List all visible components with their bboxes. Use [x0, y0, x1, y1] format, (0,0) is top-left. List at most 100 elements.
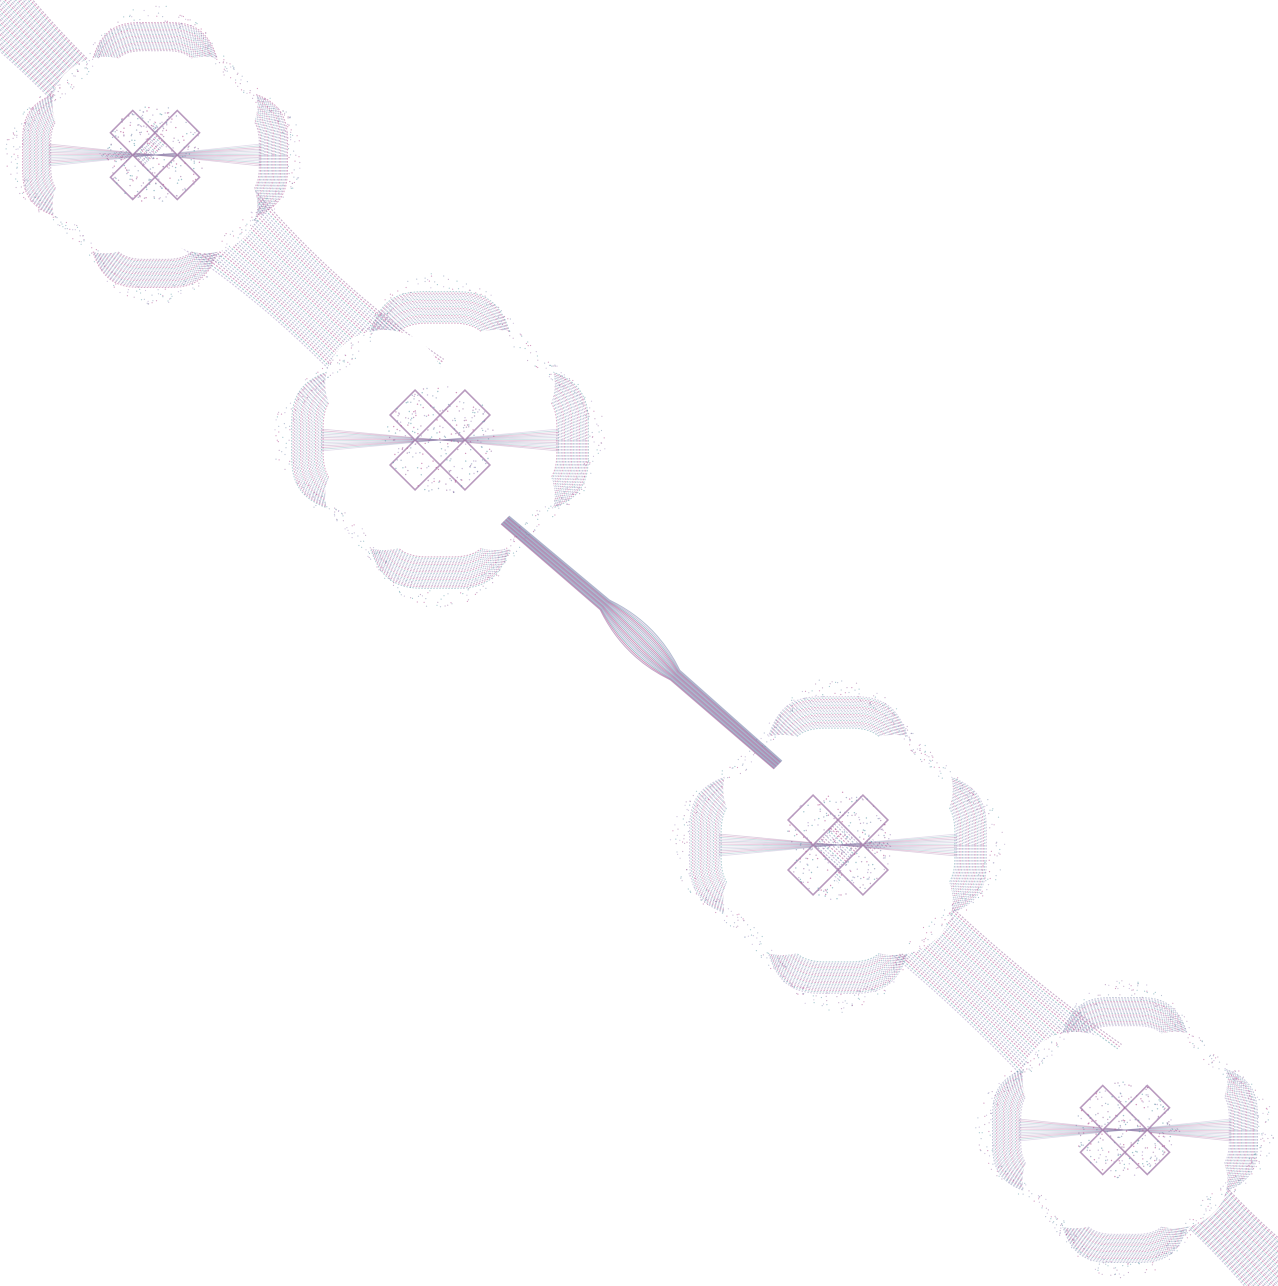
edge-speckle — [1203, 1213, 1205, 1215]
edge-speckle — [323, 379, 325, 382]
edge-speckle — [790, 710, 792, 712]
edge-speckle — [17, 157, 19, 159]
edge-speckle — [1028, 1068, 1030, 1070]
edge-speckle — [278, 411, 280, 413]
edge-speckle — [980, 1138, 982, 1140]
edge-speckle — [988, 871, 991, 873]
core-speckle — [868, 841, 870, 843]
core-speckle — [855, 813, 857, 815]
edge-speckle — [1038, 1201, 1040, 1203]
edge-speckle — [589, 435, 591, 437]
edge-speckle — [564, 491, 566, 493]
edge-speckle — [151, 294, 153, 296]
edge-speckle — [1075, 1003, 1077, 1005]
edge-speckle — [836, 996, 838, 998]
edge-speckle — [1261, 1133, 1263, 1135]
edge-speckle — [293, 169, 295, 171]
edge-speckle — [1025, 1061, 1027, 1063]
edge-speckle — [831, 681, 833, 683]
edge-speckle — [295, 409, 297, 411]
edge-speckle — [390, 303, 392, 305]
core-speckle — [1143, 1107, 1146, 1109]
edge-speckle — [417, 595, 420, 598]
core-speckle — [159, 185, 162, 188]
core-speckle — [1118, 1127, 1120, 1130]
edge-speckle — [241, 231, 243, 233]
edge-speckle — [518, 526, 521, 528]
core-speckle — [162, 130, 164, 132]
edge-speckle — [1188, 1027, 1190, 1029]
core-speckle — [832, 854, 834, 857]
edge-speckle — [223, 55, 225, 57]
edge-speckle — [1187, 1037, 1189, 1039]
edge-speckle — [864, 988, 866, 990]
edge-speckle — [286, 132, 288, 134]
pinch-strand — [48, 150, 262, 160]
edge-speckle — [232, 65, 234, 67]
edge-speckle — [948, 913, 951, 915]
core-speckle — [1151, 1110, 1153, 1112]
core-speckle — [158, 198, 160, 200]
edge-speckle — [1094, 1268, 1096, 1270]
core-speckle — [833, 817, 835, 820]
edge-speckle — [171, 295, 173, 297]
edge-speckle — [996, 1175, 998, 1177]
edge-speckle — [682, 841, 684, 843]
edge-speckle — [1013, 1072, 1015, 1074]
core-speckle — [420, 474, 422, 476]
edge-speckle — [766, 741, 768, 743]
edge-speckle — [583, 476, 586, 478]
edge-speckle — [677, 828, 679, 830]
edge-speckle — [964, 898, 967, 900]
edge-speckle — [456, 280, 458, 282]
edge-speckle — [313, 496, 315, 498]
flower-ring — [23, 23, 287, 287]
core-speckle — [1101, 1169, 1104, 1171]
edge-speckle — [475, 292, 477, 294]
core-speckle — [475, 460, 477, 462]
core-speckle — [1161, 1145, 1164, 1148]
core-speckle — [839, 870, 842, 872]
edge-speckle — [1188, 1230, 1190, 1232]
edge-speckle — [66, 232, 68, 234]
core-speckle — [1130, 1142, 1132, 1144]
edge-speckle — [39, 209, 41, 211]
edge-speckle — [261, 214, 263, 216]
edge-speckle — [1075, 1005, 1077, 1007]
edge-speckle — [895, 708, 898, 710]
edge-speckle — [687, 809, 690, 811]
edge-speckle — [5, 148, 7, 150]
core-speckle — [123, 127, 125, 129]
core-speckle — [188, 153, 191, 155]
edge-speckle — [525, 531, 527, 533]
edge-speckle — [97, 57, 99, 59]
flower-ring — [692, 699, 984, 991]
core-speckle — [410, 447, 412, 449]
core-speckle — [1123, 1146, 1125, 1148]
edge-speckle — [251, 216, 253, 218]
edge-speckle — [568, 503, 570, 506]
core-speckle — [148, 183, 151, 185]
core-speckle — [838, 879, 841, 881]
edge-speckle — [713, 899, 715, 901]
core-speckle — [1142, 1129, 1144, 1131]
edge-speckle — [336, 355, 338, 357]
edge-speckle — [1248, 1158, 1250, 1160]
band-strand — [0, 41, 132, 180]
edge-speckle — [1233, 1080, 1236, 1082]
edge-speckle — [33, 119, 36, 122]
edge-speckle — [519, 546, 521, 549]
edge-speckle — [147, 15, 149, 17]
core-speckle — [473, 466, 475, 469]
dotted-speckle-texture — [5, 5, 1274, 1279]
edge-speckle — [235, 79, 237, 81]
edge-speckle — [1167, 1245, 1169, 1247]
edge-speckle — [513, 346, 515, 348]
core-speckle — [1163, 1145, 1166, 1147]
edge-speckle — [1059, 1234, 1061, 1236]
edge-speckle — [351, 345, 353, 347]
edge-speckle — [92, 43, 94, 46]
core-speckle — [129, 184, 131, 187]
core-speckle — [414, 410, 416, 412]
edge-speckle — [694, 887, 696, 889]
